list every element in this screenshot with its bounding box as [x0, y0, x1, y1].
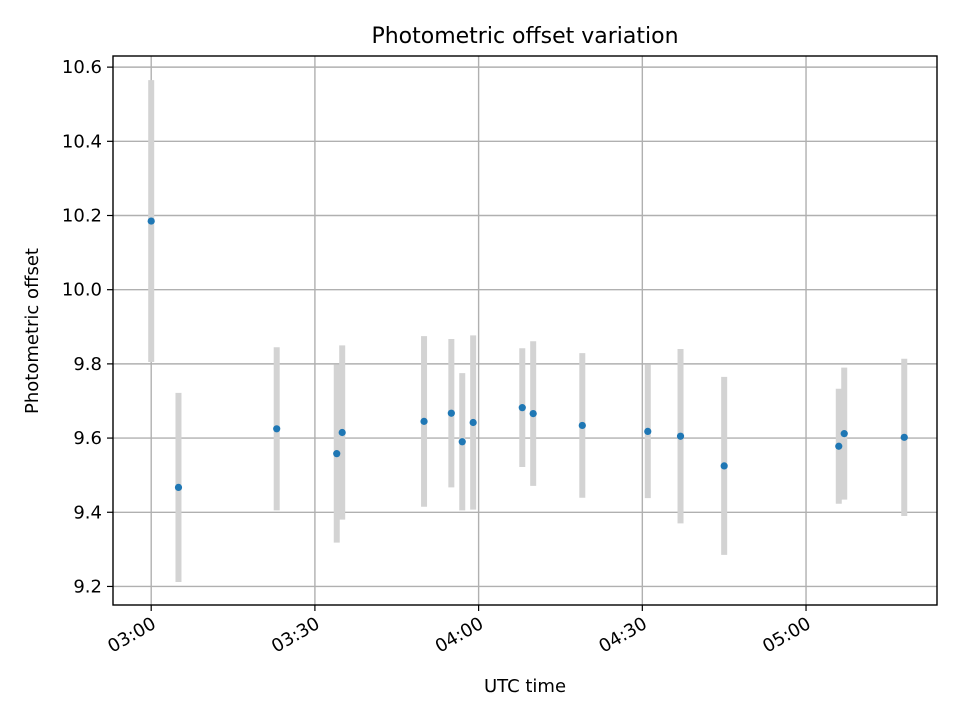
y-tick-label: 9.2: [73, 576, 102, 597]
data-point: [720, 462, 728, 470]
data-point: [458, 438, 466, 446]
data-point: [518, 404, 526, 412]
data-point: [147, 217, 155, 225]
data-point: [900, 433, 908, 441]
y-tick-label: 9.4: [73, 502, 102, 523]
data-point: [447, 409, 455, 417]
data-point: [529, 409, 537, 418]
y-tick-label: 10.2: [62, 206, 102, 227]
grid: [113, 56, 937, 605]
data-point: [469, 418, 477, 427]
y-axis-label: Photometric offset: [22, 248, 43, 414]
x-axis-label: UTC time: [484, 676, 566, 697]
y-tick-label: 10.0: [62, 280, 102, 301]
data-point: [420, 417, 428, 425]
data-point: [333, 450, 341, 458]
data-point: [835, 442, 843, 450]
data-point: [578, 421, 586, 430]
data-point: [273, 425, 281, 433]
data-point: [676, 432, 685, 440]
data-point: [338, 428, 346, 437]
data-point: [644, 427, 652, 435]
chart-title: Photometric offset variation: [371, 24, 678, 49]
y-tick-label: 9.8: [73, 354, 102, 375]
data-point: [840, 430, 848, 438]
plot-frame: [112, 55, 938, 606]
y-tick-label: 10.6: [62, 57, 102, 78]
y-tick-label: 10.4: [62, 131, 102, 152]
y-tick-label: 9.6: [73, 428, 102, 449]
data-point: [174, 483, 183, 492]
data-points: [147, 217, 908, 492]
